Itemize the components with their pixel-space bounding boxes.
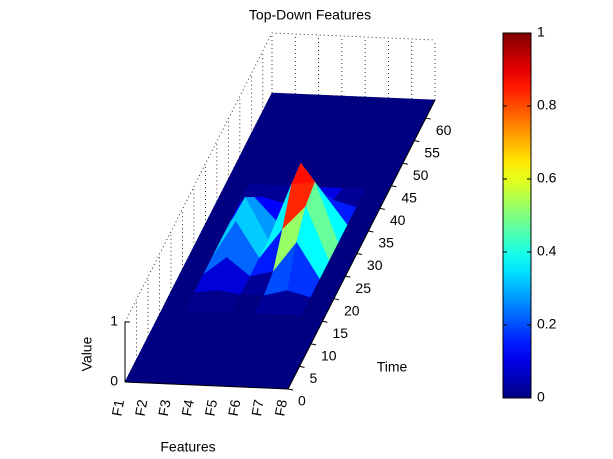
colorbar-tick-label: 0.4: [537, 243, 557, 259]
y-tick-label: 30: [367, 257, 383, 273]
y-axis-label: Time: [377, 359, 408, 375]
y-tick: [379, 207, 385, 210]
y-axis: [287, 99, 436, 390]
z-axis-label: Value: [79, 336, 95, 371]
colorbar-tick-label: 0.8: [537, 97, 557, 113]
y-tick-label: 25: [355, 280, 371, 296]
y-tick-label: 10: [321, 348, 337, 364]
x-tick-label: F5: [202, 398, 221, 417]
y-tick-label: 5: [309, 370, 317, 386]
colorbar-tick-label: 0.2: [537, 316, 557, 332]
x-tick-label: F7: [248, 398, 267, 417]
y-tick-label: 20: [344, 302, 360, 318]
x-tick-label: F8: [271, 398, 290, 417]
y-tick: [299, 365, 305, 368]
y-tick: [356, 253, 363, 256]
colorbar-tick-label: 0.6: [537, 170, 557, 186]
y-tick: [414, 140, 420, 143]
colorbar-tick-label: 0: [537, 389, 545, 405]
z-tick-label: 0: [110, 373, 118, 389]
y-tick: [425, 117, 431, 120]
chart-title: Top-Down Features: [249, 7, 371, 23]
y-tick: [402, 162, 408, 165]
colorbar-tick-label: 1: [537, 24, 545, 40]
x-tick-label: F3: [155, 398, 174, 417]
y-tick-label: 55: [424, 144, 440, 160]
y-tick: [368, 230, 374, 233]
x-axis-label: Features: [160, 439, 215, 455]
y-tick: [287, 388, 294, 391]
x-axis: [124, 381, 289, 390]
y-tick-label: 35: [378, 235, 394, 251]
y-tick-label: 45: [401, 190, 417, 206]
x-tick-label: F4: [178, 398, 197, 417]
y-tick-label: 40: [390, 212, 406, 228]
y-tick-label: 0: [298, 393, 306, 409]
x-tick-label: F6: [225, 398, 244, 417]
grid-line: [124, 32, 436, 323]
y-tick: [391, 185, 397, 188]
colorbar: [502, 32, 532, 399]
y-tick-label: 60: [436, 122, 452, 138]
surface: [124, 92, 436, 390]
z-tick-label: 1: [110, 313, 118, 329]
y-tick: [333, 298, 340, 301]
y-tick: [322, 320, 328, 323]
x-tick-label: F2: [132, 398, 151, 417]
y-tick-label: 15: [332, 325, 348, 341]
y-tick: [345, 275, 351, 278]
y-tick: [310, 343, 317, 346]
y-tick-label: 50: [413, 167, 429, 183]
x-tick-label: F1: [108, 398, 127, 417]
